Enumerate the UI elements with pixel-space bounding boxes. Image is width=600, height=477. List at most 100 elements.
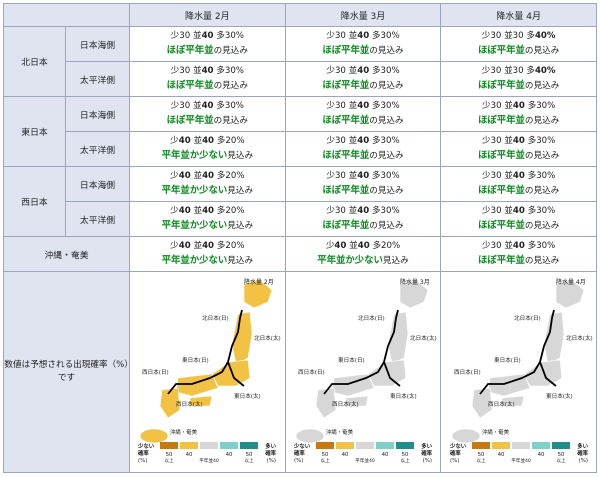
forecast-cell: 少30 並40 多30% ほぼ平年並の見込み xyxy=(440,131,597,167)
verdict-suffix: 見込み xyxy=(533,185,560,196)
hokkaido-shape xyxy=(555,279,585,309)
shikoku-shape xyxy=(190,395,213,407)
subregion-label: 日本海側 xyxy=(65,96,130,132)
legend-prob-left: 確率 xyxy=(294,449,305,457)
verdict-particle: の xyxy=(369,115,378,126)
probability-line: 少30 並40 多30% xyxy=(286,65,441,79)
verdict-line: 平年並か少ない見込み xyxy=(130,184,285,199)
probability-line: 少30 並40 多30% xyxy=(286,100,441,114)
verdict-line: ほぼ平年並の見込み xyxy=(286,79,441,94)
normal-value: 40 xyxy=(357,31,370,41)
legend-swatch-high-50 xyxy=(551,442,570,449)
normal-label: 並 xyxy=(348,31,358,41)
label-west-sea: 西日本(日) xyxy=(142,368,169,376)
label-east-sea: 東日本(日) xyxy=(494,356,521,364)
verdict-suffix: 見込み xyxy=(377,185,404,196)
verdict-line: ほぼ平年並の見込み xyxy=(130,79,285,94)
table-corner xyxy=(3,3,130,27)
verdict-text: ほぼ平年並 xyxy=(478,79,525,91)
verdict-particle: の xyxy=(369,80,378,91)
forecast-cell: 少30 並40 多30% ほぼ平年並の見込み xyxy=(440,166,597,202)
japan-shape xyxy=(315,279,429,419)
verdict-text: ほぼ平年並 xyxy=(322,79,370,91)
verdict-line: ほぼ平年並の見込み xyxy=(286,114,441,129)
legend-above-high: 以上 xyxy=(400,457,410,464)
okinawa-shape xyxy=(451,428,480,444)
probability-line: 少30 並40 多30% xyxy=(441,205,596,219)
region-boundary xyxy=(323,309,399,395)
verdict-text: 平年並か少ない xyxy=(161,149,228,161)
legend-pct-left: (%) xyxy=(294,458,303,464)
forecast-map-cell: 降水量 3月 北日本(日) 北日本(太) 東日本(日) 西日本(日) 東日本(太) 西日本(… xyxy=(284,271,442,473)
low-label: 少 xyxy=(170,136,179,146)
normal-label: 並 xyxy=(348,206,358,216)
normal-value: 40 xyxy=(202,136,215,146)
japan-shape xyxy=(471,279,585,419)
verdict-particle: の xyxy=(213,115,223,126)
low-value: 40 xyxy=(178,171,191,181)
probability-line: 少30 並30 多40% xyxy=(441,65,596,79)
normal-value: 40 xyxy=(512,206,525,216)
verdict-line: 平年並か少ない見込み xyxy=(130,254,285,269)
kyushu-shape xyxy=(160,387,181,419)
column-header-mar: 降水量 3月 xyxy=(284,3,442,27)
legend-swatch-high-40 xyxy=(220,442,239,449)
kanto-shape xyxy=(523,359,562,387)
low-value: 30 xyxy=(490,136,502,146)
normal-value: 40 xyxy=(202,171,215,181)
legend-tick-40-low: 40 xyxy=(497,452,504,458)
normal-label: 並 xyxy=(504,206,513,216)
probability-line: 少30 並40 多30% xyxy=(286,30,441,44)
probability-line: 少30 並40 多30% xyxy=(441,135,596,149)
verdict-line: ほぼ平年並の見込み xyxy=(441,114,596,129)
legend-prob-right: 確率 xyxy=(266,449,277,457)
high-value: 30% xyxy=(224,66,244,76)
column-header-feb: 降水量 2月 xyxy=(129,3,286,27)
forecast-cell: 少30 並40 多30% ほぼ平年並の見込み xyxy=(440,96,597,132)
verdict-suffix: 見込み xyxy=(382,255,409,266)
normal-value: 40 xyxy=(357,206,370,216)
verdict-line: ほぼ平年並の見込み xyxy=(441,44,596,59)
legend-normal40: 平年並40 xyxy=(355,457,375,464)
legend-swatch-high-50 xyxy=(240,442,259,449)
low-value: 40 xyxy=(178,136,191,146)
legend-swatch-normal-40 xyxy=(511,442,530,449)
verdict-text: ほぼ平年並 xyxy=(166,79,214,91)
high-label: 多 xyxy=(527,206,537,216)
verdict-suffix: 見込み xyxy=(533,150,560,161)
normal-label: 並 xyxy=(193,136,203,146)
low-value: 30 xyxy=(334,101,346,111)
legend-pct-left: (%) xyxy=(138,458,147,464)
normal-value: 40 xyxy=(512,171,525,181)
high-value: 40% xyxy=(534,66,556,76)
verdict-suffix: 見込み xyxy=(533,220,560,231)
forecast-cell: 少40 並40 多20% 平年並か少ない見込み xyxy=(129,201,286,237)
low-value: 40 xyxy=(178,241,191,251)
legend-tick-40-high: 40 xyxy=(382,452,389,458)
low-value: 30 xyxy=(490,31,502,41)
probability-line: 少30 並40 多30% xyxy=(286,205,441,219)
kyushu-shape xyxy=(471,387,492,419)
verdict-suffix: 見込み xyxy=(377,45,404,56)
forecast-cell: 少30 並40 多30% ほぼ平年並の見込み xyxy=(284,131,442,167)
high-label: 多 xyxy=(526,66,535,76)
high-label: 多 xyxy=(371,31,381,41)
normal-value: 40 xyxy=(357,241,370,251)
verdict-particle: の xyxy=(369,185,378,196)
low-label: 少 xyxy=(170,241,179,251)
region-label: 西日本 xyxy=(3,166,66,237)
high-value: 20% xyxy=(225,206,245,216)
normal-value: 40 xyxy=(202,206,215,216)
legend-swatch-low-50 xyxy=(471,442,490,449)
high-label: 多 xyxy=(527,136,537,146)
normal-value: 40 xyxy=(512,241,525,251)
low-value: 30 xyxy=(334,66,346,76)
high-label: 多 xyxy=(371,206,381,216)
normal-label: 並 xyxy=(504,31,513,41)
verdict-text: ほぼ平年並 xyxy=(478,219,525,231)
high-label: 多 xyxy=(527,241,537,251)
east-boundary xyxy=(383,361,401,387)
normal-label: 並 xyxy=(504,66,513,76)
hokkaido-shape xyxy=(399,279,429,309)
